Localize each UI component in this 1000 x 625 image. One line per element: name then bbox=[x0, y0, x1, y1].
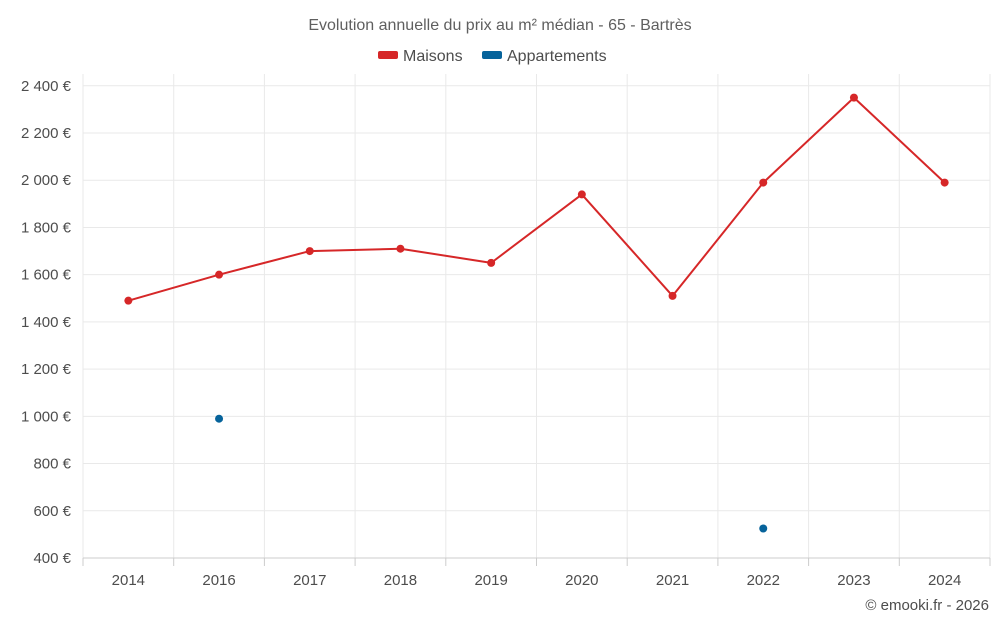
y-tick-label: 2 200 € bbox=[21, 125, 72, 142]
data-point-maisons[interactable] bbox=[124, 296, 133, 305]
legend-swatch-appartements bbox=[482, 51, 502, 59]
data-point-maisons[interactable] bbox=[487, 258, 496, 267]
credit-text: © emooki.fr - 2026 bbox=[865, 597, 989, 614]
y-tick-label: 2 400 € bbox=[21, 78, 72, 95]
legend-item-maisons[interactable]: Maisons bbox=[378, 48, 463, 65]
x-tick-label: 2024 bbox=[928, 572, 961, 589]
data-point-appartements[interactable] bbox=[759, 524, 768, 533]
legend-label-appartements: Appartements bbox=[507, 48, 607, 65]
data-point-maisons[interactable] bbox=[215, 270, 224, 279]
y-tick-label: 1 000 € bbox=[21, 408, 72, 425]
data-point-maisons[interactable] bbox=[759, 178, 768, 187]
data-point-maisons[interactable] bbox=[849, 93, 858, 102]
x-tick-label: 2019 bbox=[474, 572, 507, 589]
data-point-maisons[interactable] bbox=[668, 291, 677, 300]
chart-title: Evolution annuelle du prix au m² médian … bbox=[308, 17, 691, 34]
y-tick-label: 600 € bbox=[33, 503, 71, 520]
grid bbox=[82, 74, 991, 559]
y-tick-label: 1 200 € bbox=[21, 361, 72, 378]
x-tick-label: 2021 bbox=[656, 572, 689, 589]
x-tick-label: 2014 bbox=[112, 572, 145, 589]
x-tick-label: 2016 bbox=[202, 572, 235, 589]
series bbox=[124, 93, 949, 533]
y-tick-label: 1 600 € bbox=[21, 267, 72, 284]
series-line-maisons bbox=[128, 96, 946, 302]
x-tick-label: 2020 bbox=[565, 572, 598, 589]
x-axis: 2014 2016 2017 2018 2019 2020 2021 2022 2023 2024 bbox=[82, 557, 991, 589]
x-tick-label: 2023 bbox=[837, 572, 870, 589]
y-tick-label: 1 800 € bbox=[21, 219, 72, 236]
y-tick-label: 800 € bbox=[33, 456, 71, 473]
data-point-maisons[interactable] bbox=[577, 190, 586, 199]
legend-item-appartements[interactable]: Appartements bbox=[482, 48, 607, 65]
legend: Maisons Appartements bbox=[378, 48, 607, 65]
y-tick-label: 1 400 € bbox=[21, 314, 72, 331]
data-point-maisons[interactable] bbox=[305, 247, 314, 256]
data-point-maisons[interactable] bbox=[396, 244, 405, 253]
data-point-appartements[interactable] bbox=[215, 414, 224, 423]
y-tick-label: 400 € bbox=[33, 550, 71, 567]
legend-swatch-maisons bbox=[378, 51, 398, 59]
x-tick-label: 2018 bbox=[384, 572, 417, 589]
x-tick-label: 2017 bbox=[293, 572, 326, 589]
x-tick-label: 2022 bbox=[747, 572, 780, 589]
data-point-maisons[interactable] bbox=[940, 178, 949, 187]
y-axis: 400 € 600 € 800 € 1 000 € 1 200 € 1 400 € 1 60… bbox=[21, 78, 72, 567]
legend-label-maisons: Maisons bbox=[403, 48, 463, 65]
y-tick-label: 2 000 € bbox=[21, 172, 72, 189]
